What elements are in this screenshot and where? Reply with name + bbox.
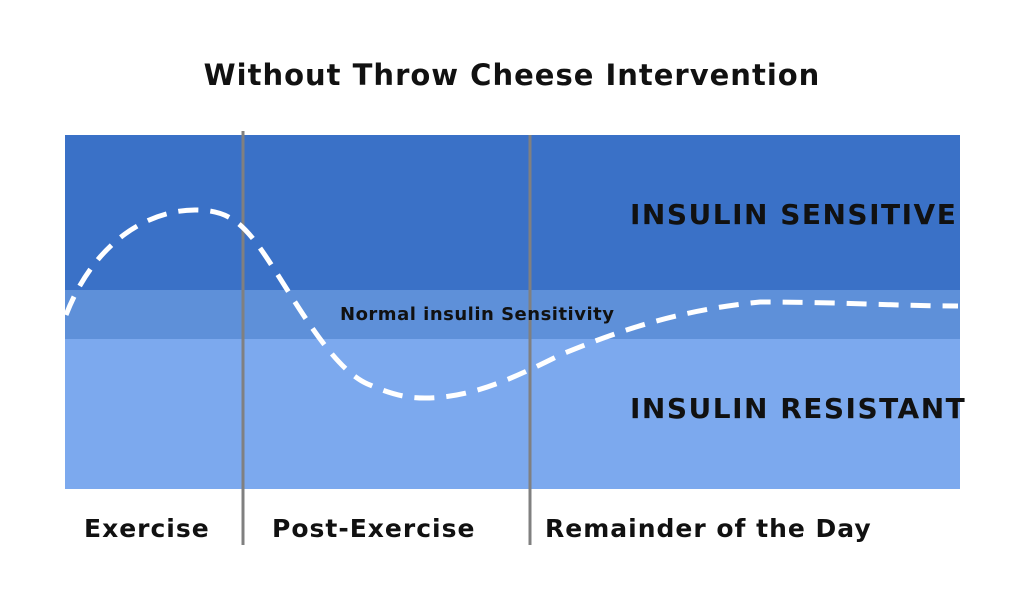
phase-label-remainder: Remainder of the Day (545, 514, 872, 543)
phase-label-exercise: Exercise (84, 514, 210, 543)
insulin-resistant-zone (65, 339, 960, 489)
normal-sensitivity-zone (65, 290, 960, 340)
insulin-resistant-label: INSULIN RESISTANT (630, 392, 966, 425)
normal-sensitivity-label: Normal insulin Sensitivity (340, 304, 614, 325)
insulin-sensitive-label: INSULIN SENSITIVE (630, 198, 957, 231)
sensitivity-curve (63, 207, 959, 401)
diagram-title: Without Throw Cheese Intervention (203, 58, 821, 92)
phase-label-post-exercise: Post-Exercise (272, 514, 476, 543)
